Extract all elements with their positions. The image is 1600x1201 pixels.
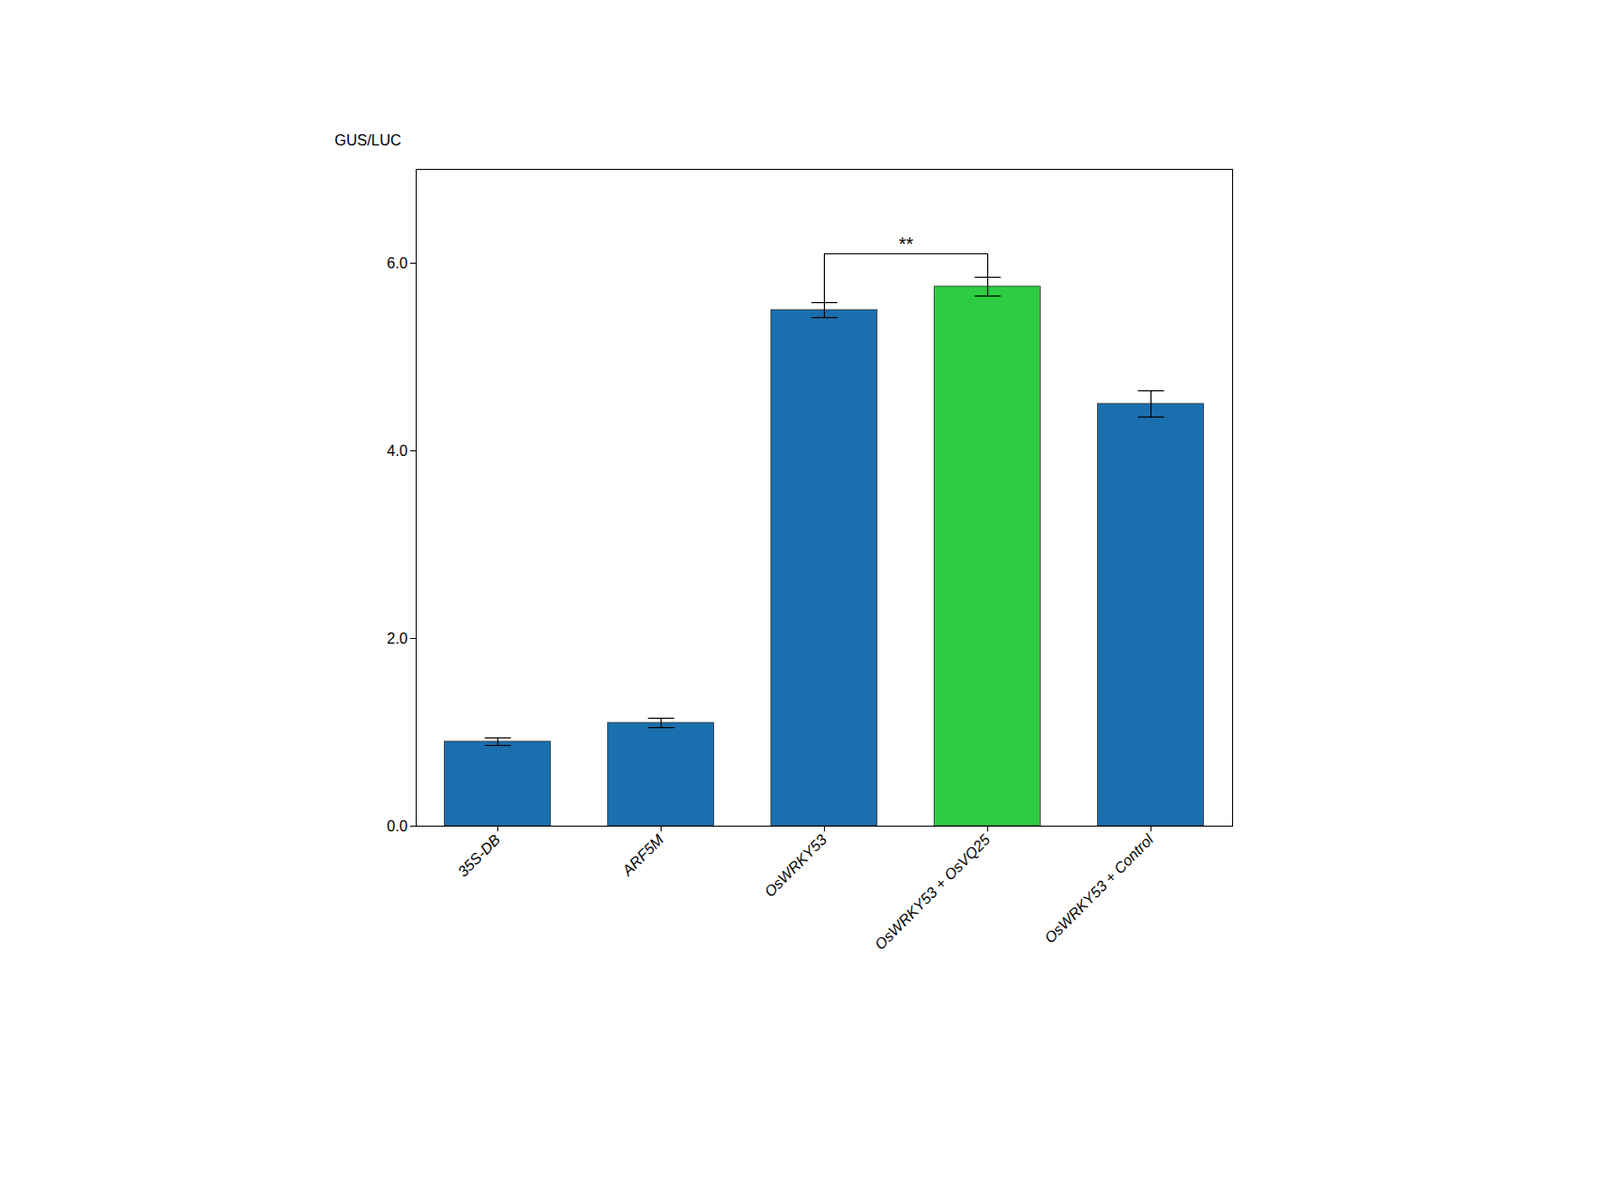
svg-text:OsWRKY53: OsWRKY53 [761,831,830,900]
svg-text:ARF5M: ARF5M [618,831,668,881]
svg-text:2.0: 2.0 [386,630,408,647]
svg-text:**: ** [898,233,914,255]
svg-text:6.0: 6.0 [386,255,408,272]
svg-text:35S-DB: 35S-DB [454,831,503,881]
svg-text:0.0: 0.0 [386,818,408,835]
svg-text:GUS/LUC: GUS/LUC [334,132,401,149]
svg-text:OsWRKY53 + Control: OsWRKY53 + Control [1040,831,1157,947]
svg-text:4.0: 4.0 [386,442,408,459]
svg-text:OsWRKY53 + OsVQ25: OsWRKY53 + OsVQ25 [870,831,992,953]
